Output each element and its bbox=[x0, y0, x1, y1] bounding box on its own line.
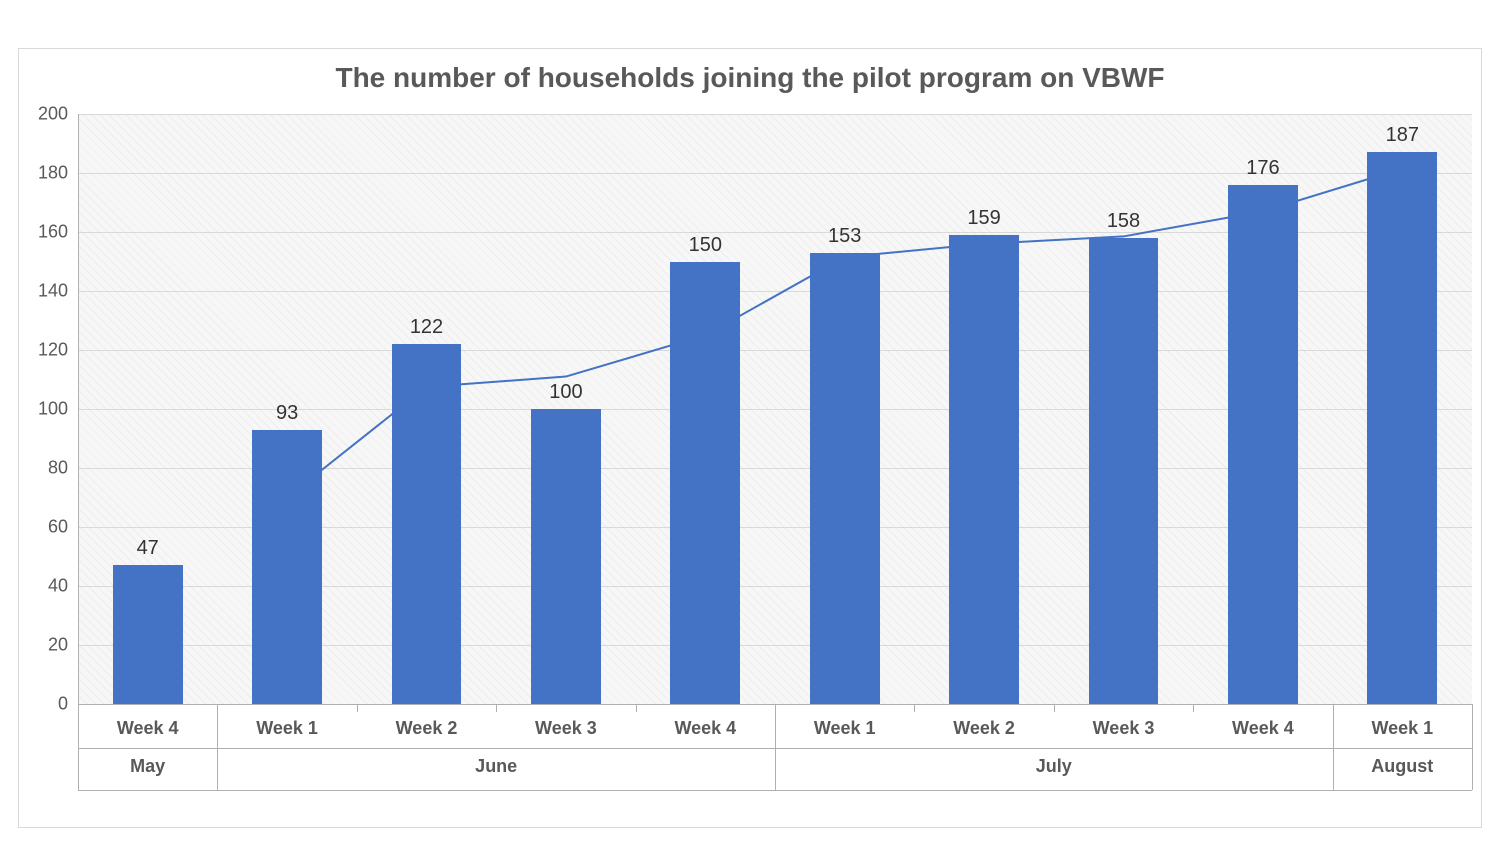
x-tick-mark bbox=[636, 704, 637, 712]
x-month-label: August bbox=[1371, 756, 1433, 777]
x-week-label: Week 4 bbox=[1232, 718, 1294, 739]
y-tick-label: 200 bbox=[20, 104, 68, 125]
bar bbox=[1367, 152, 1437, 704]
x-group-divider bbox=[775, 704, 776, 790]
x-week-label: Week 1 bbox=[256, 718, 318, 739]
x-tick-mark bbox=[1054, 704, 1055, 712]
bar bbox=[113, 565, 183, 704]
bar bbox=[1228, 185, 1298, 704]
chart-title: The number of households joining the pil… bbox=[18, 62, 1482, 94]
y-tick-label: 60 bbox=[20, 517, 68, 538]
bar-value-label: 93 bbox=[276, 402, 298, 425]
bar-value-label: 153 bbox=[828, 225, 861, 248]
x-month-label: June bbox=[475, 756, 517, 777]
y-tick-label: 40 bbox=[20, 576, 68, 597]
y-tick-label: 180 bbox=[20, 163, 68, 184]
x-group-divider bbox=[78, 704, 79, 790]
bar bbox=[531, 409, 601, 704]
x-week-label: Week 3 bbox=[535, 718, 597, 739]
y-tick-label: 80 bbox=[20, 458, 68, 479]
x-week-label: Week 4 bbox=[117, 718, 179, 739]
x-week-label: Week 2 bbox=[953, 718, 1015, 739]
x-group-divider bbox=[1472, 704, 1473, 790]
x-tick-mark bbox=[496, 704, 497, 712]
y-tick-label: 0 bbox=[20, 694, 68, 715]
bar-value-label: 159 bbox=[967, 207, 1000, 230]
x-tick-mark bbox=[1193, 704, 1194, 712]
bar bbox=[670, 262, 740, 705]
bar bbox=[810, 253, 880, 704]
x-week-label: Week 2 bbox=[396, 718, 458, 739]
x-axis-mid-divider bbox=[78, 748, 1472, 749]
x-month-label: May bbox=[130, 756, 165, 777]
x-group-divider bbox=[1333, 704, 1334, 790]
bar bbox=[949, 235, 1019, 704]
x-week-label: Week 3 bbox=[1093, 718, 1155, 739]
bar-value-label: 176 bbox=[1246, 157, 1279, 180]
bar-value-label: 122 bbox=[410, 316, 443, 339]
y-tick-label: 20 bbox=[20, 635, 68, 656]
bar bbox=[252, 430, 322, 704]
y-tick-label: 140 bbox=[20, 281, 68, 302]
x-week-label: Week 4 bbox=[674, 718, 736, 739]
x-month-label: July bbox=[1036, 756, 1072, 777]
bar-value-label: 150 bbox=[689, 234, 722, 257]
bar-value-label: 100 bbox=[549, 381, 582, 404]
y-tick-label: 100 bbox=[20, 399, 68, 420]
bar-value-label: 187 bbox=[1386, 124, 1419, 147]
y-tick-label: 160 bbox=[20, 222, 68, 243]
bar-value-label: 158 bbox=[1107, 210, 1140, 233]
bar bbox=[1089, 238, 1159, 704]
bar-value-label: 47 bbox=[137, 537, 159, 560]
y-tick-label: 120 bbox=[20, 340, 68, 361]
bar bbox=[392, 344, 462, 704]
x-tick-mark bbox=[914, 704, 915, 712]
x-week-label: Week 1 bbox=[1371, 718, 1433, 739]
gridline bbox=[78, 114, 1472, 115]
x-axis-bottom-line bbox=[78, 790, 1472, 791]
x-tick-mark bbox=[357, 704, 358, 712]
y-axis-line bbox=[78, 114, 79, 704]
x-week-label: Week 1 bbox=[814, 718, 876, 739]
x-group-divider bbox=[217, 704, 218, 790]
